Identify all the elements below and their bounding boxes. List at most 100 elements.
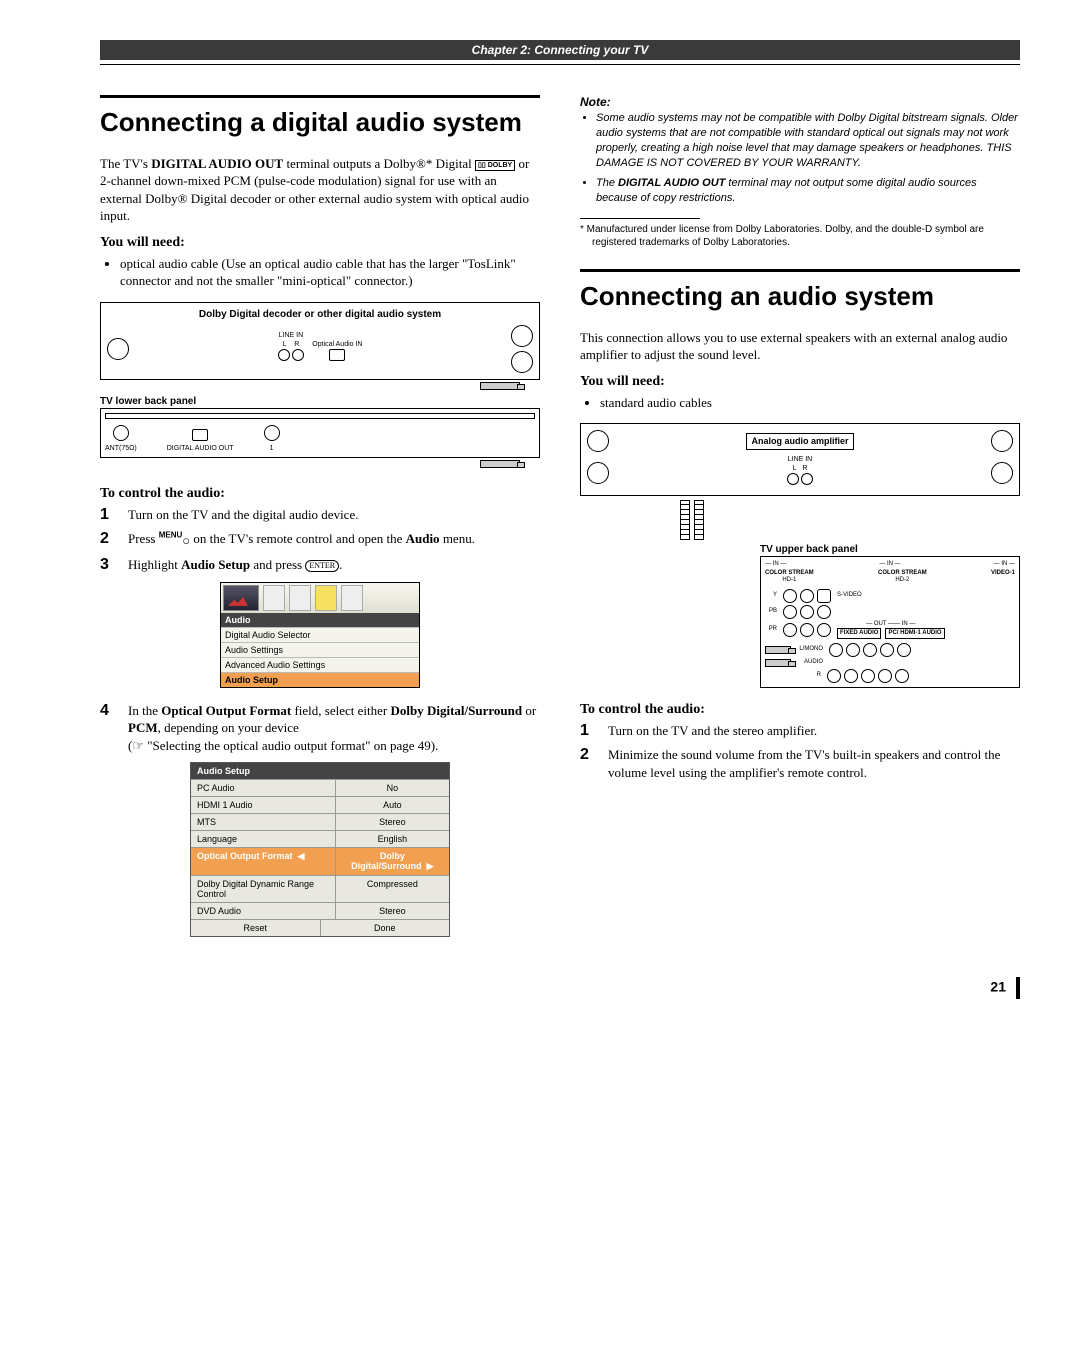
- step-1: 1 Turn on the TV and the stereo amplifie…: [580, 722, 1020, 740]
- antenna-port-icon: [113, 425, 129, 441]
- label-1: 1: [264, 445, 280, 453]
- knob-icon: [511, 325, 533, 347]
- you-will-need-heading: You will need:: [580, 374, 1020, 390]
- settings-button-row: Reset Done: [191, 919, 449, 936]
- chapter-underline: [100, 64, 1020, 65]
- step-number: 2: [100, 530, 116, 548]
- label-r: R: [802, 465, 807, 472]
- note-item: Some audio systems may not be compatible…: [596, 111, 1020, 170]
- label-audio: AUDIO: [797, 659, 823, 666]
- settings-row: HDMI 1 AudioAuto: [191, 796, 449, 813]
- step-4: 4 In the Optical Output Format field, se…: [100, 702, 540, 755]
- jack-icon: [829, 643, 843, 657]
- settings-row: DVD AudioStereo: [191, 902, 449, 919]
- jack-icon: [800, 623, 814, 637]
- menu-tab-icon: [341, 585, 363, 611]
- term-audio-setup: Audio Setup: [181, 557, 250, 572]
- jack-icon: [817, 605, 831, 619]
- cable-icon: [694, 500, 704, 540]
- jack-icon: [278, 349, 290, 361]
- note-item: The DIGITAL AUDIO OUT terminal may not o…: [596, 176, 1020, 206]
- intro-paragraph: The TV's DIGITAL AUDIO OUT terminal outp…: [100, 155, 540, 225]
- jack-icon: [897, 643, 911, 657]
- figure-digital-connection: Dolby Digital decoder or other digital a…: [100, 302, 540, 472]
- step-3: 3 Highlight Audio Setup and press ENTER.: [100, 556, 540, 574]
- menu-tab-icon: [289, 585, 311, 611]
- step-text: In the Optical Output Format field, sele…: [128, 702, 540, 755]
- you-will-need-heading: You will need:: [100, 235, 540, 251]
- menu-screenshot-audio: Audio Digital Audio Selector Audio Setti…: [220, 582, 420, 688]
- label-video1: VIDEO-1: [991, 570, 1015, 576]
- knob-icon: [107, 338, 129, 360]
- optical-port-icon: [329, 349, 345, 361]
- page-number: 21: [100, 977, 1020, 999]
- jack-icon: [292, 349, 304, 361]
- knob-icon: [587, 430, 609, 452]
- label-y: Y: [765, 592, 777, 599]
- need-item: optical audio cable (Use an optical audi…: [120, 255, 540, 290]
- label-pr: PR: [765, 626, 777, 633]
- text-crossref: (☞ "Selecting the optical audio output f…: [128, 738, 438, 753]
- jack-icon: [846, 643, 860, 657]
- figure-label-amplifier: Analog audio amplifier: [746, 433, 853, 450]
- page-number-value: 21: [990, 979, 1006, 995]
- menu-row-selected: Audio Setup: [221, 672, 419, 687]
- label-pc-hdmi-audio: PC/ HDMI-1 AUDIO: [888, 630, 941, 636]
- label-r: R: [294, 341, 299, 349]
- settings-done-button: Done: [320, 920, 450, 936]
- label-ant: ANT(75Ω): [105, 445, 137, 453]
- figure-label-tv-panel: TV upper back panel: [760, 544, 1020, 556]
- label-l: L: [282, 341, 286, 349]
- text: In the: [128, 703, 161, 718]
- label-line-in: LINE IN: [787, 456, 814, 464]
- control-audio-heading: To control the audio:: [580, 702, 1020, 718]
- knob-icon: [991, 462, 1013, 484]
- step-text: Turn on the TV and the stereo amplifier.: [608, 722, 1020, 740]
- jack-icon: [880, 643, 894, 657]
- optical-port-icon: [192, 429, 208, 441]
- menu-row: Audio Settings: [221, 642, 419, 657]
- dolby-badge-icon: ▯▯ DOLBY: [475, 160, 515, 171]
- step-number: 4: [100, 702, 116, 720]
- text: field, select either: [291, 703, 390, 718]
- footnote-rule: [580, 218, 700, 219]
- label-svideo: S-VIDEO: [837, 592, 862, 599]
- settings-row: PC AudioNo: [191, 779, 449, 796]
- text: Press: [128, 531, 159, 546]
- text: terminal outputs a Dolby®* Digital: [283, 156, 475, 171]
- cable-plug-icon: [765, 646, 791, 654]
- jack-icon: [787, 473, 799, 485]
- step-text: Highlight Audio Setup and press ENTER.: [128, 556, 540, 574]
- knob-icon: [991, 430, 1013, 452]
- figure-analog-connection: Analog audio amplifier LINE IN L R: [580, 423, 1020, 688]
- step-2: 2 Minimize the sound volume from the TV'…: [580, 746, 1020, 781]
- page-number-bar-icon: [1016, 977, 1020, 999]
- settings-row: MTSStereo: [191, 813, 449, 830]
- jack-icon: [878, 669, 892, 683]
- menu-tab-icon: [315, 585, 337, 611]
- section-heading-digital: Connecting a digital audio system: [100, 95, 540, 137]
- settings-row-selected: Optical Output Format ◀ Dolby Digital/Su…: [191, 847, 449, 875]
- label-in: IN: [887, 561, 893, 567]
- label-in: IN: [773, 561, 779, 567]
- step-1: 1 Turn on the TV and the digital audio d…: [100, 506, 540, 524]
- enter-button-icon: ENTER: [305, 560, 339, 572]
- label-colorstream: COLOR STREAM: [878, 570, 927, 576]
- label-fixed-audio: FIXED AUDIO: [840, 630, 878, 636]
- step-number: 1: [100, 506, 116, 524]
- jack-icon: [800, 605, 814, 619]
- text: , depending on your device: [158, 720, 299, 735]
- jack-icon: [827, 669, 841, 683]
- settings-table-audio-setup: Audio Setup PC AudioNo HDMI 1 AudioAuto …: [190, 762, 450, 937]
- text: The: [596, 177, 618, 189]
- cable-plug-icon: [480, 382, 520, 390]
- cable-icon: [680, 500, 690, 540]
- menu-title: Audio: [221, 613, 419, 627]
- text: .: [339, 557, 342, 572]
- settings-reset-button: Reset: [191, 920, 320, 936]
- figure-label-decoder: Dolby Digital decoder or other digital a…: [199, 309, 441, 320]
- term-digital-audio-out: DIGITAL AUDIO OUT: [618, 177, 725, 189]
- cable-plug-icon: [765, 659, 791, 667]
- label-pb: PB: [765, 608, 777, 615]
- control-audio-heading: To control the audio:: [100, 486, 540, 502]
